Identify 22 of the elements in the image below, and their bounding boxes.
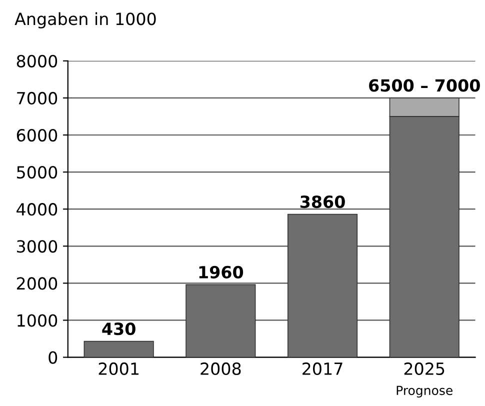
total-label: 430 xyxy=(102,322,136,336)
bar xyxy=(186,284,256,358)
y-tick-label: 3000 xyxy=(17,240,58,253)
y-axis-title: Angaben in 1000 xyxy=(14,12,156,28)
total-label: 1960 xyxy=(199,266,244,278)
bar xyxy=(287,214,358,358)
text: Prognose xyxy=(396,386,452,398)
total-label: 3860 xyxy=(300,195,345,208)
y-tick-label: 6000 xyxy=(16,128,58,142)
y-tick-label: 4000 xyxy=(16,203,58,216)
bar xyxy=(84,340,154,358)
y-tick-label: 8000 xyxy=(16,54,58,68)
y-tick-label: 7000 xyxy=(17,92,58,105)
x-tick-label: 2017 xyxy=(302,362,342,376)
total-label: 6500 – 7000 xyxy=(369,79,480,92)
x-tick-label: 2025 xyxy=(404,362,444,376)
x-tick-label: 2001 xyxy=(98,362,138,376)
y-tick-label: 1000 xyxy=(18,314,58,327)
x-tick-label: 2008 xyxy=(200,362,241,376)
y-tick-label: 2000 xyxy=(16,277,58,290)
y-tick-label: 0 xyxy=(48,351,58,364)
y-tick-label: 5000 xyxy=(17,166,58,179)
